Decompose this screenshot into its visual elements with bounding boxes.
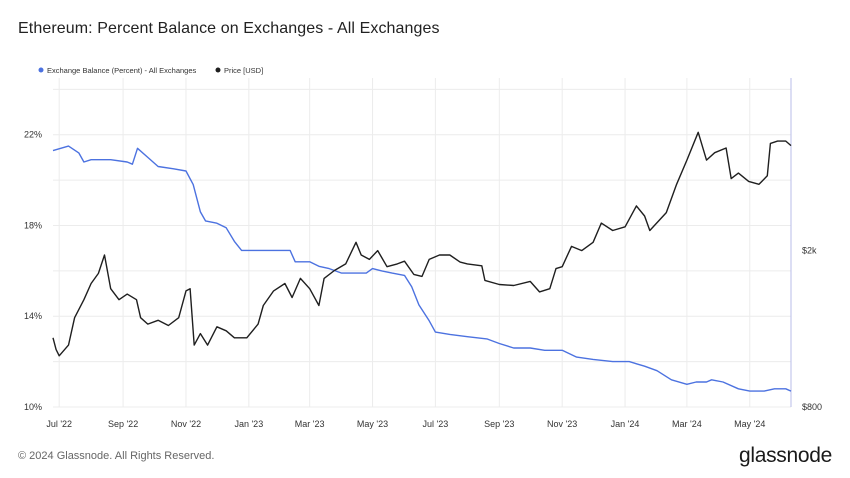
legend-marker-balance <box>38 67 44 73</box>
x-tick-label: Nov '22 <box>171 419 201 429</box>
grid <box>53 78 791 408</box>
right-tick-label: $2k <box>802 246 817 256</box>
x-tick-label: Jan '23 <box>234 419 263 429</box>
legend-marker-price <box>215 67 221 73</box>
left-axis-labels: 10% 14% 18% 22% <box>24 130 42 412</box>
x-tick-label: Jul '22 <box>46 419 72 429</box>
x-tick-label: Jul '23 <box>423 419 449 429</box>
x-axis-labels: Jul '22 Sep '22 Nov '22 Jan '23 Mar '23 May '… <box>46 419 765 429</box>
copyright-footer: © 2024 Glassnode. All Rights Reserved. <box>18 450 215 462</box>
x-tick-label: Sep '22 <box>108 419 138 429</box>
left-tick-label: 10% <box>24 402 42 412</box>
right-axis-labels: $800 $2k <box>802 246 822 412</box>
chart-svg: Exchange Balance (Percent) - All Exchang… <box>24 66 822 429</box>
x-tick-label: Nov '23 <box>547 419 577 429</box>
chart-title: Ethereum: Percent Balance on Exchanges -… <box>18 20 440 37</box>
x-tick-label: May '23 <box>357 419 388 429</box>
x-tick-label: Mar '24 <box>672 419 702 429</box>
x-tick-label: May '24 <box>734 419 765 429</box>
glassnode-logo[interactable]: glassnode <box>738 444 832 467</box>
left-tick-label: 14% <box>24 311 42 321</box>
legend[interactable]: Exchange Balance (Percent) - All Exchang… <box>38 66 264 75</box>
x-tick-label: Jan '24 <box>611 419 640 429</box>
left-tick-label: 18% <box>24 220 42 230</box>
x-tick-label: Mar '23 <box>295 419 325 429</box>
price-series-line <box>52 131 792 357</box>
left-tick-label: 22% <box>24 130 42 140</box>
legend-label-balance: Exchange Balance (Percent) - All Exchang… <box>47 66 196 75</box>
x-tick-label: Sep '23 <box>484 419 514 429</box>
right-tick-label: $800 <box>802 402 822 412</box>
balance-series-line <box>52 145 792 392</box>
legend-label-price: Price [USD] <box>224 66 263 75</box>
